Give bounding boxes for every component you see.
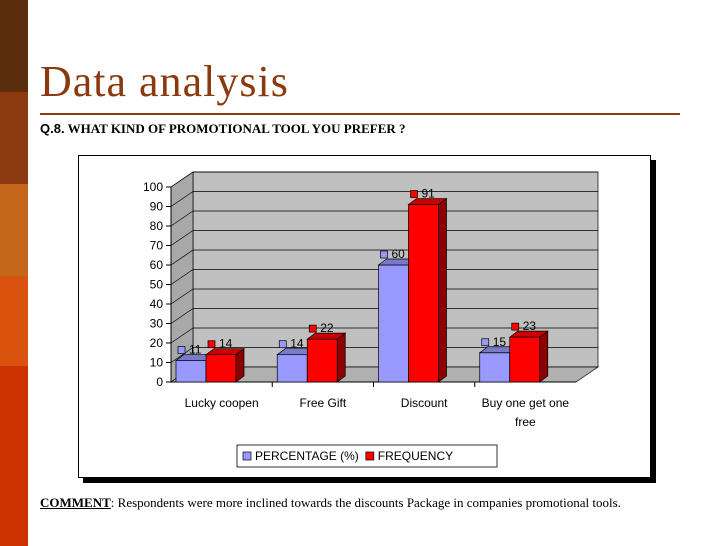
comment-label: COMMENT [40,495,111,510]
side-stripe [0,366,28,546]
comment: COMMENT: Respondents were more inclined … [40,495,621,511]
data-label-marker [207,340,216,349]
bar-top [306,332,347,340]
data-label-marker [481,338,490,347]
side-stripe [0,184,28,276]
y-tick-label: 0 [156,375,163,389]
y-tick-label: 100 [143,180,163,194]
gridline [170,249,194,266]
x-tick-label: Lucky coopen [185,396,259,410]
bar [378,264,409,383]
gridline [170,210,194,227]
data-label: 11 [189,343,202,357]
x-tick-label: Buy one get one [482,396,570,410]
x-tick-label: Discount [401,396,448,410]
comment-text: : Respondents were more inclined towards… [110,495,621,510]
chart-frame: 0 10 20 30 40 50 60 70 80 90 100 Lucky coopen 11 14 Fr… [78,155,651,478]
bar-side [336,332,346,383]
legend-label: FREQUENCY [378,449,453,463]
y-tick-label: 70 [150,239,164,253]
gridline [170,327,194,344]
bar-side [438,197,447,383]
gridline [170,347,194,363]
question-number: Q.8. [40,121,65,136]
bar [276,354,308,383]
y-tick-label: 60 [150,258,164,272]
bar [509,336,541,383]
gridline [170,171,194,188]
legend-swatch [365,451,375,461]
x-tick-label: free [515,415,536,429]
bar-side [539,330,549,383]
bar [408,204,439,383]
data-label: 23 [523,319,537,333]
gridline [170,191,194,207]
data-label: 22 [320,321,334,335]
data-label-marker [511,322,520,331]
bar [175,360,207,383]
legend-swatch [242,451,252,461]
y-tick-label: 80 [150,219,164,233]
bar-chart: 0 10 20 30 40 50 60 70 80 90 100 Lucky coopen 11 14 Fr… [143,171,600,468]
bar-top [508,330,549,338]
question-text: WHAT KIND OF PROMOTIONAL TOOL YOU PREFER… [64,121,406,136]
bar-top [407,198,448,205]
slide-title: Data analysis [40,57,289,106]
gridline [170,308,194,324]
data-label-marker [308,324,317,333]
y-tick-label: 30 [150,317,164,331]
bar [205,354,237,383]
question-heading: Q.8. WHAT KIND OF PROMOTIONAL TOOL YOU P… [40,121,406,137]
legend-label: PERCENTAGE (%) [255,449,359,463]
data-label: 60 [392,247,406,261]
side-stripe [0,92,28,184]
data-label: 15 [493,335,507,349]
y-tick-label: 90 [150,200,164,214]
side-stripe [0,0,28,92]
bar-top [204,348,246,356]
title-underline [40,113,680,115]
gridline [170,288,194,305]
data-label-marker [410,190,418,198]
data-label: 14 [290,337,304,351]
bar [306,338,338,383]
data-label-marker [380,250,388,259]
bar [479,352,511,383]
data-label-marker [278,340,287,349]
y-tick-label: 20 [150,336,164,350]
data-label: 14 [219,337,233,351]
side-stripe [0,276,28,366]
gridline [170,230,194,246]
data-label: 91 [422,187,436,201]
y-tick-label: 50 [150,278,164,292]
x-tick-label: Free Gift [300,396,347,410]
y-tick-label: 10 [150,356,164,370]
data-label-marker [177,346,186,354]
gridline [170,269,194,285]
y-tick-label: 40 [150,297,164,311]
